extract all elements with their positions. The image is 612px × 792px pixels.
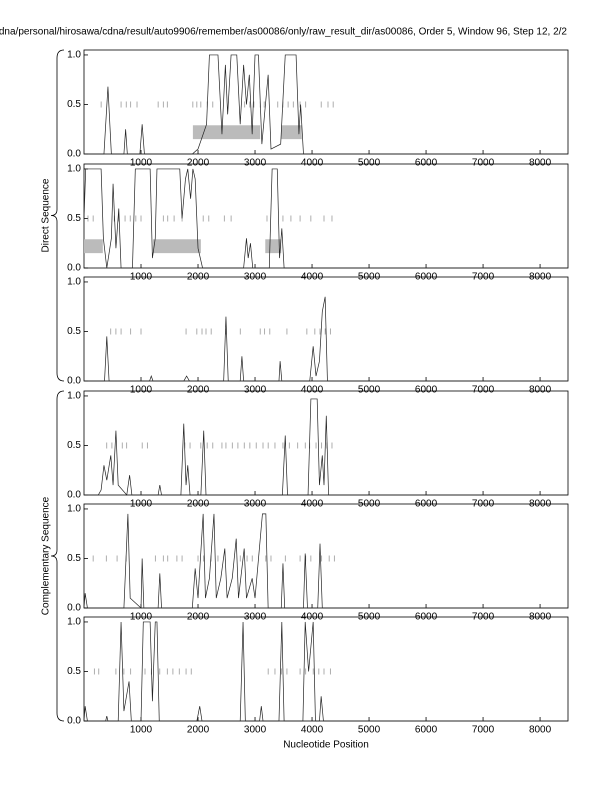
x-tick-label: 2000: [187, 385, 210, 396]
x-tick-label: 3000: [244, 725, 267, 736]
orf-bar: [152, 239, 201, 254]
plot-frame: [83, 49, 569, 155]
data-line: [83, 621, 568, 722]
x-tick-label: 6000: [415, 725, 438, 736]
y-tick-label: 0.5: [67, 553, 81, 564]
y-tick-label: 1.0: [67, 504, 81, 515]
plot-frame: [83, 503, 569, 609]
x-tick-label: 3000: [244, 158, 267, 169]
x-tick-label: 4000: [301, 385, 324, 396]
x-tick-label: 8000: [529, 385, 552, 396]
y-tick-label: 1.0: [67, 617, 81, 628]
x-tick-label: 4000: [301, 725, 324, 736]
y-tick-label: 0.0: [67, 490, 81, 501]
group-brace: [50, 49, 65, 382]
y-tick-label: 0.5: [67, 213, 81, 224]
x-tick-label: 1000: [130, 158, 153, 169]
x-tick-label: 1000: [130, 385, 153, 396]
y-tick-label: 1.0: [67, 50, 81, 61]
data-line: [84, 54, 568, 155]
orf-bar: [192, 125, 261, 140]
plot-frame: [83, 276, 569, 382]
group-label: Complementary Sequence: [41, 496, 52, 615]
x-tick-label: 1000: [130, 725, 153, 736]
data-line: [84, 398, 568, 496]
x-tick-label: 8000: [529, 158, 552, 169]
y-tick-label: 0.0: [67, 716, 81, 727]
y-tick-label: 1.0: [67, 391, 81, 402]
x-tick-label: 5000: [358, 725, 381, 736]
chart-title: cdna/personal/hirosawa/cdna/result/auto9…: [0, 27, 567, 38]
y-tick-label: 0.0: [67, 263, 81, 274]
y-tick-label: 1.0: [67, 277, 81, 288]
y-tick-label: 0.0: [67, 603, 81, 614]
x-tick-label: 6000: [415, 158, 438, 169]
orf-bar: [84, 239, 103, 254]
group-label: Direct Sequence: [41, 178, 52, 252]
data-line: [84, 296, 568, 382]
orf-bar: [281, 125, 302, 140]
x-tick-label: 7000: [472, 725, 495, 736]
y-tick-label: 0.5: [67, 440, 81, 451]
x-tick-label: 7000: [472, 385, 495, 396]
x-tick-label: 2000: [187, 158, 210, 169]
x-tick-label: 3000: [244, 385, 267, 396]
x-tick-label: 8000: [529, 725, 552, 736]
group-brace: [50, 390, 65, 722]
x-tick-label: 7000: [472, 158, 495, 169]
y-tick-label: 0.5: [67, 666, 81, 677]
x-tick-label: 5000: [358, 158, 381, 169]
y-tick-label: 0.0: [67, 376, 81, 387]
data-line: [83, 168, 568, 269]
y-tick-label: 0.5: [67, 99, 81, 110]
data-line: [83, 513, 568, 609]
x-tick-label: 2000: [187, 725, 210, 736]
x-tick-label: 6000: [415, 385, 438, 396]
x-axis-label: Nucleotide Position: [283, 740, 369, 751]
y-tick-label: 1.0: [67, 164, 81, 175]
x-tick-label: 5000: [358, 385, 381, 396]
plot-frame: [83, 390, 569, 496]
x-tick-label: 4000: [301, 158, 324, 169]
y-tick-label: 0.0: [67, 149, 81, 160]
plot-frame: [83, 616, 569, 722]
orf-bar: [265, 239, 282, 254]
y-tick-label: 0.5: [67, 326, 81, 337]
